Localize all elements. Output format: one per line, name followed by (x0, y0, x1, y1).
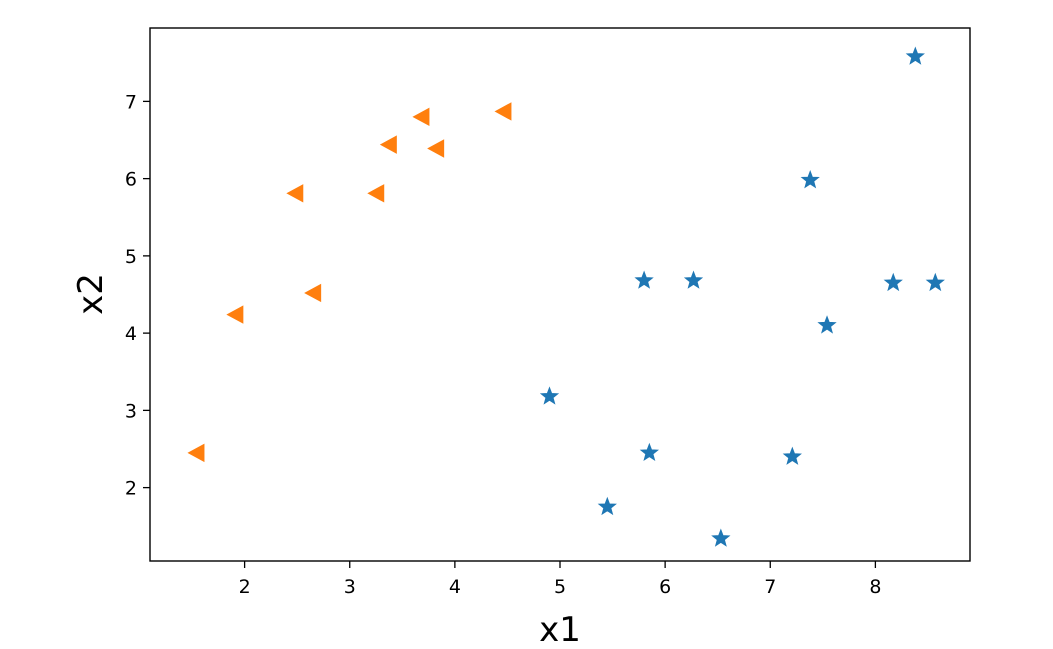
y-tick-label: 6 (125, 169, 137, 191)
y-axis-ticks: 2 3 4 5 6 7 (125, 91, 150, 500)
triangle-point (412, 107, 430, 127)
star-point (883, 272, 903, 292)
triangle-point (187, 443, 205, 463)
data-points (187, 46, 945, 547)
triangle-point (379, 135, 397, 154)
star-point (711, 528, 731, 547)
triangle-point (226, 305, 244, 324)
y-tick-label: 2 (125, 478, 137, 500)
star-point (782, 446, 802, 465)
triangle-point (367, 184, 385, 203)
star-point (925, 272, 945, 292)
plot-frame (149, 27, 971, 562)
triangle-point (286, 184, 304, 203)
star-point (800, 170, 820, 189)
x-tick-label: 8 (869, 576, 881, 598)
x-tick-label: 5 (554, 576, 566, 598)
x-tick-label: 7 (764, 576, 776, 598)
y-tick-label: 5 (125, 246, 137, 268)
x-axis-ticks: 2 3 4 5 6 7 8 (239, 561, 881, 598)
star-point (905, 46, 925, 65)
star-point (597, 496, 617, 516)
star-point (639, 442, 659, 462)
triangle-point (304, 283, 322, 303)
x-tick-label: 4 (449, 576, 461, 598)
x-axis-label: x1 (539, 610, 581, 649)
star-point (634, 270, 654, 289)
x-tick-label: 6 (659, 576, 671, 598)
star-point (817, 315, 837, 334)
x-tick-label: 2 (239, 576, 251, 598)
y-tick-label: 4 (125, 323, 137, 345)
x-tick-label: 3 (344, 576, 356, 598)
y-axis-label: x2 (71, 273, 111, 315)
y-tick-label: 3 (125, 400, 137, 422)
y-tick-label: 7 (125, 91, 137, 113)
triangle-point (494, 102, 512, 121)
triangle-point (427, 139, 445, 158)
star-point (539, 386, 560, 405)
star-point (683, 270, 704, 289)
